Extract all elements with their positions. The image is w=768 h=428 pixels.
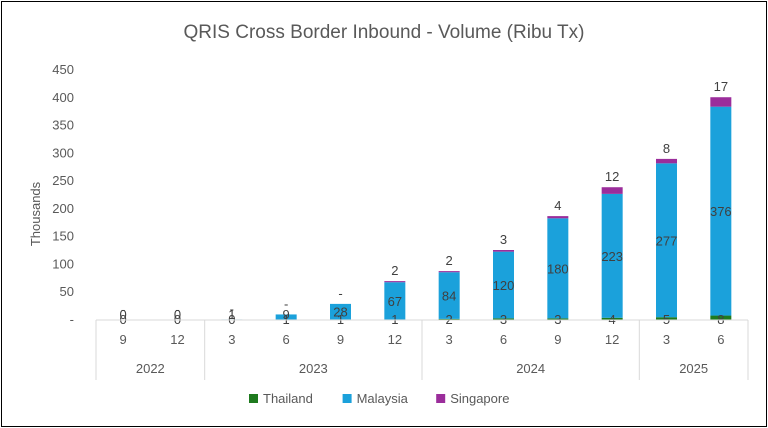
bar-thailand-9 [601,317,623,320]
y-axis-label: Thousands [28,181,43,246]
bar-thailand-6 [438,318,460,320]
bar-singapore-6 [438,271,460,273]
year-label-0: 2022 [136,361,165,376]
label-singapore-8: 4 [554,198,561,213]
x-tick-label-3: 6 [283,332,290,347]
y-tick-label-4: 200 [52,201,74,216]
label-singapore-2: - [230,301,234,316]
bar-thailand-11 [710,315,732,320]
label-malaysia-9: 223 [601,249,623,264]
year-label-2: 2024 [516,361,545,376]
label-malaysia-4: 28 [333,305,347,320]
y-tick-label-3: 150 [52,229,74,244]
bar-thailand-10 [656,317,677,320]
y-tick-label-6: 300 [52,145,74,160]
label-malaysia-3: 9 [283,307,290,322]
label-malaysia-2: 1 [228,307,235,322]
chart-title: QRIS Cross Border Inbound - Volume (Ribu… [184,22,585,43]
x-tick-label-5: 12 [388,332,402,347]
bar-singapore-9 [601,187,623,194]
x-tick-label-9: 12 [605,332,619,347]
bar-malaysia-6 [438,272,460,319]
bar-malaysia-7 [493,251,514,319]
label-malaysia-11: 376 [710,204,732,219]
label-singapore-0: - [121,302,125,317]
label-malaysia-0: 0 [120,307,127,322]
x-tick-label-4: 9 [337,332,344,347]
y-tick-label-9: 450 [52,62,74,77]
y-tick-label-1: 50 [60,284,74,299]
bar-singapore-7 [493,250,514,252]
label-singapore-3: - [284,296,288,311]
y-tick-label-8: 400 [52,90,74,105]
legend-swatch-thailand [249,394,258,403]
data-labels-layer: 00-00-01-19-128-167228423120331804422312… [120,79,732,327]
x-tick-label-1: 12 [170,332,184,347]
label-malaysia-6: 84 [442,289,456,304]
label-singapore-5: 2 [391,263,398,278]
bars-layer [221,97,732,320]
label-singapore-9: 12 [605,169,619,184]
bar-malaysia-8 [547,218,569,319]
bar-thailand-7 [493,318,514,320]
legend: Thailand Malaysia Singapore [249,391,509,406]
label-singapore-10: 8 [663,141,670,156]
x-axis: 9 12 3 6 9 12 3 6 9 12 3 6 2022 2023 2024 2025 [95,319,749,380]
label-singapore-1: - [175,302,179,317]
label-singapore-6: 2 [446,253,453,268]
legend-swatch-singapore [436,394,446,403]
bar-malaysia-3 [275,314,297,320]
legend-label-malaysia: Malaysia [357,391,409,406]
x-tick-label-0: 9 [120,332,127,347]
label-malaysia-1: 0 [174,307,181,322]
y-tick-label-7: 350 [52,118,74,133]
y-axis: - 50 100 150 200 250 300 350 400 450 [52,62,74,327]
x-tick-label-10: 3 [663,332,670,347]
bar-malaysia-10 [656,163,677,318]
y-tick-label-2: 100 [52,256,74,271]
bar-malaysia-4 [330,303,351,320]
bar-singapore-8 [547,216,569,219]
label-singapore-7: 3 [500,232,507,247]
label-malaysia-7: 120 [493,278,515,293]
bar-malaysia-11 [710,106,732,316]
bar-singapore-11 [710,97,732,107]
x-tick-label-7: 6 [500,332,507,347]
bar-thailand-8 [547,318,569,320]
x-tick-label-6: 3 [446,332,453,347]
bar-singapore-10 [656,158,677,164]
label-malaysia-5: 67 [388,294,402,309]
legend-swatch-malaysia [342,394,352,403]
legend-label-singapore: Singapore [450,391,509,406]
label-malaysia-10: 277 [656,233,678,248]
label-singapore-11: 17 [714,79,728,94]
label-malaysia-8: 180 [547,261,569,276]
bar-singapore-5 [384,281,406,283]
bar-malaysia-5 [384,282,406,320]
year-label-3: 2025 [679,361,708,376]
y-tick-label-5: 250 [52,173,74,188]
legend-label-thailand: Thailand [263,391,313,406]
x-tick-label-8: 9 [554,332,561,347]
x-tick-label-2: 3 [228,332,235,347]
label-singapore-4: - [338,286,342,301]
x-tick-label-11: 6 [717,332,724,347]
year-label-1: 2023 [299,361,328,376]
bar-malaysia-9 [601,193,623,318]
y-tick-label-0: - [70,312,74,327]
